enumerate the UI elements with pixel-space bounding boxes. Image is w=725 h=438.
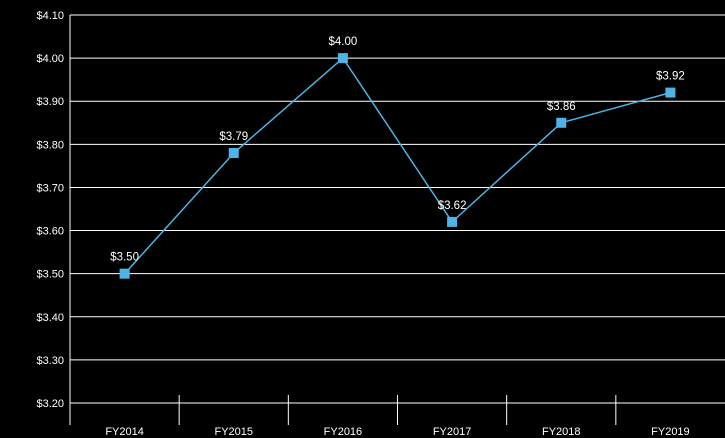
gridlines: [70, 14, 725, 404]
y-tick-label: $3.40: [36, 312, 64, 324]
data-label: $3.50: [110, 252, 139, 264]
x-tick-label: FY2015: [214, 426, 253, 438]
y-tick-label: $3.70: [36, 182, 64, 194]
data-labels: $3.50 $3.79 $4.00 $3.62 $3.86 $3.92: [110, 36, 685, 264]
y-tick-label: $3.80: [36, 139, 64, 151]
y-tick-label: $3.50: [36, 269, 64, 281]
x-tick-label: FY2017: [433, 426, 472, 438]
data-point-marker: [665, 87, 676, 98]
data-label: $3.62: [438, 200, 467, 212]
data-point-marker: [228, 147, 239, 158]
data-point-marker: [337, 53, 348, 64]
data-label: $4.00: [329, 36, 358, 48]
x-tick-label: FY2018: [542, 426, 581, 438]
y-axis-ticks: $3.20 $3.30 $3.40 $3.50 $3.60 $3.70 $3.80 $3.90…: [36, 10, 64, 410]
x-tick-label: FY2016: [324, 426, 363, 438]
y-tick-label: $3.90: [36, 96, 64, 108]
data-label: $3.79: [219, 131, 248, 143]
x-axis-ticks: FY2014 FY2015 FY2016 FY2017 FY2018 FY2019: [105, 426, 689, 438]
series: [119, 53, 676, 279]
y-tick-label: $4.00: [36, 53, 64, 65]
series-line: [124, 56, 671, 275]
data-label: $3.92: [656, 71, 685, 83]
y-tick-label: $3.60: [36, 226, 64, 238]
data-label: $3.86: [547, 101, 576, 113]
data-point-marker: [447, 216, 458, 227]
y-tick-label: $3.20: [36, 398, 64, 410]
axes: [69, 15, 617, 425]
y-tick-label: $4.10: [36, 10, 64, 22]
data-point-marker: [556, 117, 567, 128]
x-tick-label: FY2019: [651, 426, 690, 438]
data-point-marker: [119, 268, 130, 279]
x-tick-label: FY2014: [105, 426, 144, 438]
y-tick-label: $3.30: [36, 355, 64, 367]
